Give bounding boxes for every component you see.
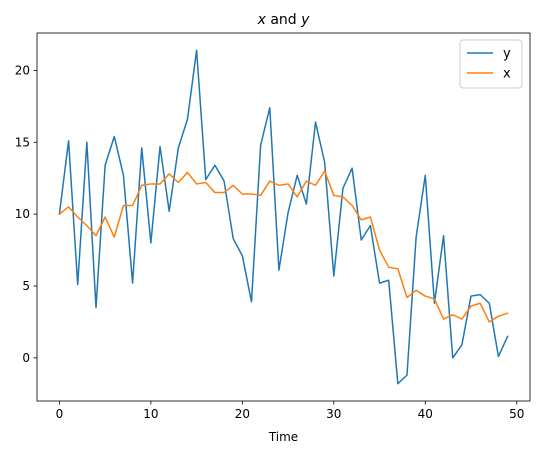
legend-items: yx xyxy=(467,47,511,82)
series-layer xyxy=(58,49,509,385)
x-tick-label: 40 xyxy=(418,407,433,421)
x-tick-label: 20 xyxy=(235,407,250,421)
chart-title: x and y xyxy=(257,12,311,28)
y-tick-label: 15 xyxy=(15,135,30,149)
y-tick-label: 10 xyxy=(15,207,30,221)
x-axis-label: Time xyxy=(268,430,298,444)
y-axis-ticks: 0 5 10 15 20 xyxy=(15,63,37,365)
y-tick-label: 0 xyxy=(22,351,30,365)
series-line-y xyxy=(58,49,509,385)
legend-label-x: x xyxy=(503,67,511,82)
title-x-var: x xyxy=(257,12,267,28)
x-tick-label: 10 xyxy=(143,407,158,421)
legend-label-y: y xyxy=(503,47,511,62)
title-conjunction: and xyxy=(266,12,301,28)
series-line-x xyxy=(58,170,509,323)
legend-box xyxy=(459,39,523,89)
y-tick-label: 5 xyxy=(22,279,30,293)
x-tick-label: 50 xyxy=(509,407,524,421)
plot-frame xyxy=(36,32,531,402)
y-tick-label: 20 xyxy=(15,63,30,77)
x-tick-label: 30 xyxy=(326,407,341,421)
plot-area xyxy=(37,33,530,401)
x-axis-ticks: 0 10 20 30 40 50 xyxy=(56,401,524,421)
legend: yx xyxy=(459,39,523,89)
x-tick-label: 0 xyxy=(56,407,64,421)
title-y-var: y xyxy=(300,12,310,28)
